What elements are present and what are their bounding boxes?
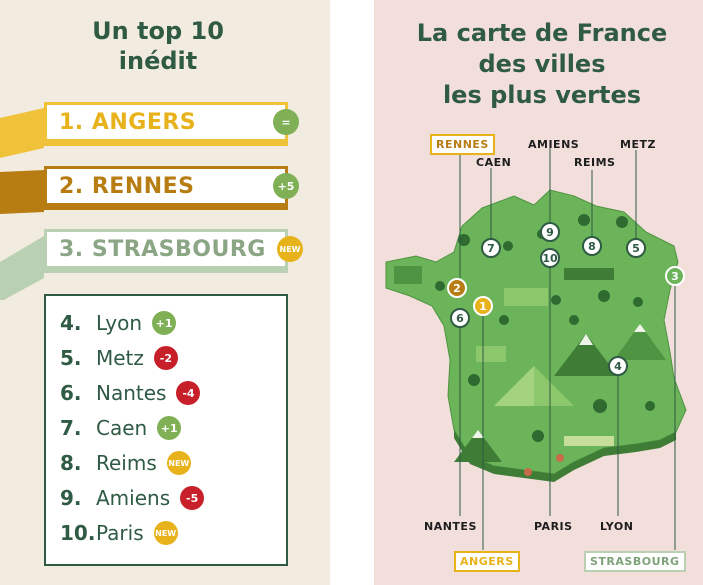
podium-rank-1: 1. (59, 109, 84, 135)
ranking-panel: Un top 10 inédit 1. ANGERS = 2. RENNES +… (0, 0, 330, 585)
change-badge: -4 (176, 381, 201, 405)
hill-1-light (494, 366, 534, 406)
podium-change-badge-2: +5 (273, 173, 299, 199)
city-pin-7: 7 (481, 238, 501, 258)
list-city: Caen (96, 416, 148, 440)
list-city: Reims (96, 451, 157, 475)
label-caen: CAEN (476, 156, 512, 169)
label-metz: METZ (620, 138, 656, 151)
list-city: Amiens (96, 486, 171, 510)
ranking-title: Un top 10 inédit (68, 16, 248, 76)
field-2 (504, 288, 548, 306)
city-pin-3: 3 (665, 266, 685, 286)
podium-city-1: ANGERS (91, 109, 197, 135)
mountain-2-snow (634, 324, 646, 332)
map-title-line1: La carte de France (416, 19, 668, 47)
label-strasbourg: STRASBOURG (584, 551, 686, 572)
field-1 (394, 266, 422, 284)
france-map (385, 148, 687, 550)
list-item: 9. Amiens -5 (60, 483, 205, 513)
list-city: Lyon (96, 311, 143, 335)
list-rank: 4. (60, 311, 82, 335)
city-pin-10: 10 (540, 248, 560, 268)
podium-change-badge-1: = (273, 109, 299, 135)
red-trees (524, 454, 564, 476)
list-rank: 8. (60, 451, 82, 475)
podium-rank-3: 3. (59, 236, 84, 262)
ribbon-gold (0, 108, 44, 158)
leader-lines (459, 148, 676, 550)
map-edge-shadow (454, 430, 676, 482)
mountain-3 (454, 430, 502, 462)
mountain-2 (614, 324, 666, 360)
field-4 (476, 346, 506, 362)
list-item: 4. Lyon +1 (60, 308, 177, 338)
ribbon-sage (0, 236, 44, 300)
podium-rank-2: 2. (59, 173, 84, 199)
city-pin-8: 8 (582, 236, 602, 256)
ranking-list: 4. Lyon +1 5. Metz -2 6. Nantes -4 7. Ca… (44, 294, 288, 566)
map-title-line3: les plus vertes (442, 81, 642, 109)
list-city: Paris (96, 521, 144, 545)
label-rennes: RENNES (430, 134, 495, 155)
label-angers: ANGERS (454, 551, 520, 572)
map-panel: La carte de France des villes les plus v… (374, 0, 703, 585)
list-city: Nantes (96, 381, 167, 405)
change-badge: -5 (180, 486, 205, 510)
label-nantes: NANTES (424, 520, 477, 533)
ribbon-bronze (0, 170, 44, 214)
list-rank: 10. (60, 521, 96, 545)
map-title: La carte de France des villes les plus v… (390, 18, 694, 111)
label-amiens: AMIENS (528, 138, 580, 151)
city-pin-5: 5 (626, 238, 646, 258)
city-pin-6: 6 (450, 308, 470, 328)
list-item: 8. Reims NEW (60, 448, 191, 478)
ranking-title-line1: Un top 10 (92, 17, 224, 45)
map-title-line2: des villes (478, 50, 606, 78)
podium-change-badge-3: NEW (277, 236, 303, 262)
city-pin-4: 4 (608, 356, 628, 376)
change-badge: NEW (166, 451, 191, 475)
list-rank: 6. (60, 381, 82, 405)
field-3 (564, 268, 614, 280)
podium-city-3: STRASBOURG (91, 236, 266, 262)
podium-item-2: 2. RENNES (44, 166, 288, 206)
list-rank: 5. (60, 346, 82, 370)
mountain-1-snow (579, 334, 593, 345)
list-city: Metz (96, 346, 144, 370)
city-pin-9: 9 (540, 222, 560, 242)
mountain-1 (554, 334, 618, 376)
ribbon-decoration (0, 108, 44, 300)
city-pin-1: 1 (473, 296, 493, 316)
change-badge: -2 (153, 346, 178, 370)
change-badge: NEW (153, 521, 178, 545)
change-badge: +1 (157, 416, 182, 440)
list-item: 7. Caen +1 (60, 413, 182, 443)
label-lyon: LYON (600, 520, 634, 533)
list-rank: 9. (60, 486, 82, 510)
trees (435, 214, 655, 442)
podium-item-3: 3. STRASBOURG (44, 229, 288, 269)
list-item: 10. Paris NEW (60, 518, 178, 548)
change-badge: +1 (152, 311, 177, 335)
field-5 (564, 436, 614, 446)
label-reims: REIMS (574, 156, 616, 169)
podium-item-1: 1. ANGERS (44, 102, 288, 142)
list-item: 5. Metz -2 (60, 343, 178, 373)
label-paris: PARIS (534, 520, 573, 533)
ranking-title-line2: inédit (118, 47, 198, 75)
mountain-3-snow (472, 430, 484, 438)
city-pin-2: 2 (447, 278, 467, 298)
list-rank: 7. (60, 416, 82, 440)
list-item: 6. Nantes -4 (60, 378, 201, 408)
podium-city-2: RENNES (91, 173, 195, 199)
